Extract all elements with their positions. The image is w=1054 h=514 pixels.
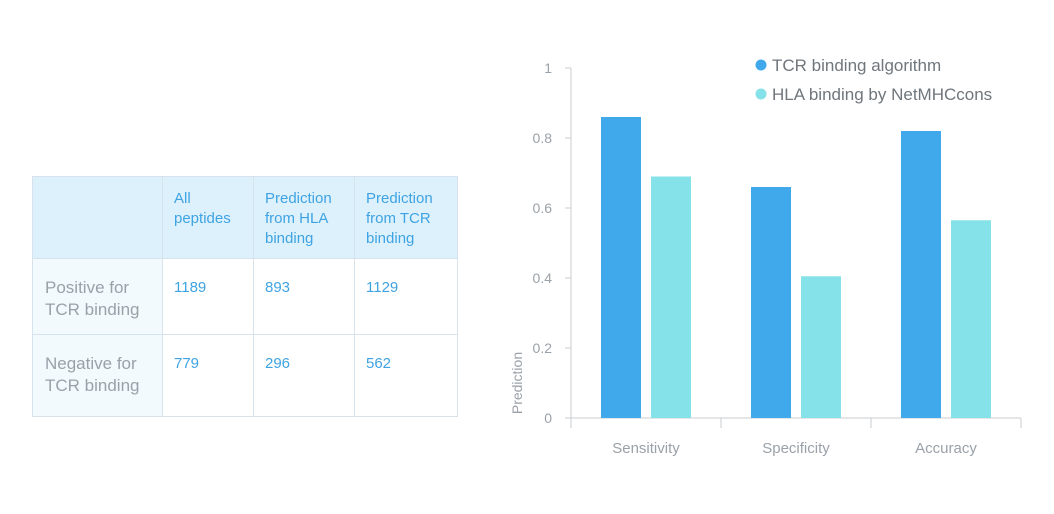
table-header-tcr-prediction: Prediction from TCR binding	[354, 176, 458, 259]
legend-marker	[755, 88, 767, 100]
row-label-negative: Negative for TCR binding	[32, 334, 163, 417]
y-tick-label: 1	[544, 60, 552, 76]
bar	[601, 117, 641, 418]
legend-label: TCR binding algorithm	[772, 56, 941, 75]
y-tick-label: 0.2	[533, 340, 553, 356]
bar	[901, 131, 941, 418]
row-label-positive: Positive for TCR binding	[32, 258, 163, 335]
bar	[801, 276, 841, 418]
table-header-hla-prediction: Prediction from HLA binding	[253, 176, 355, 259]
x-tick-label: Specificity	[762, 440, 830, 457]
table-cell: 1189	[162, 258, 254, 335]
y-tick-label: 0	[544, 410, 552, 426]
legend-marker	[755, 59, 767, 71]
bar	[951, 220, 991, 418]
table-cell: 296	[253, 334, 355, 417]
legend-label: HLA binding by NetMHCcons	[772, 85, 992, 104]
table-header-row: All peptides Prediction from HLA binding…	[32, 176, 458, 259]
x-tick-label: Accuracy	[915, 440, 977, 457]
table-cell: 779	[162, 334, 254, 417]
x-tick-label: Sensitivity	[612, 440, 680, 457]
y-tick-label: 0.4	[533, 270, 553, 286]
bar	[751, 187, 791, 418]
peptide-table: All peptides Prediction from HLA binding…	[32, 176, 458, 417]
bar	[651, 176, 691, 418]
table-header-corner	[32, 176, 163, 259]
table-row: Negative for TCR binding 779 296 562	[32, 334, 458, 417]
y-tick-label: 0.6	[533, 200, 553, 216]
table-row: Positive for TCR binding 1189 893 1129	[32, 258, 458, 335]
y-axis-label: Prediction	[509, 352, 525, 414]
y-tick-label: 0.8	[533, 130, 553, 146]
table-cell: 1129	[354, 258, 458, 335]
table-cell: 562	[354, 334, 458, 417]
table-cell: 893	[253, 258, 355, 335]
